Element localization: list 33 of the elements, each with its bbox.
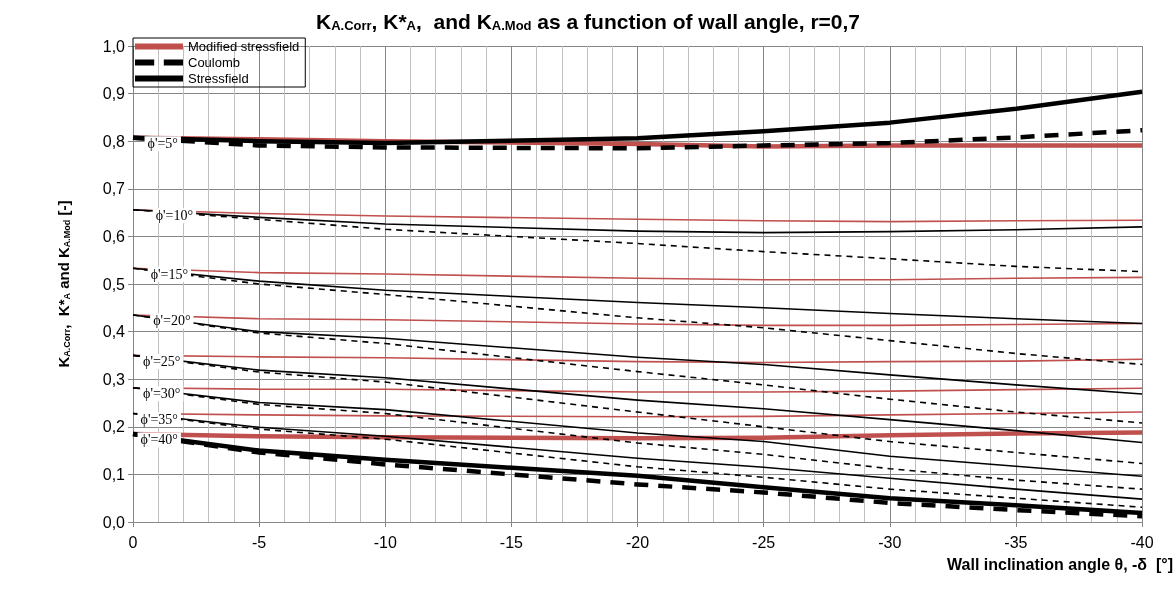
x-tick-label: -30 xyxy=(878,533,902,551)
x-tick-label: -25 xyxy=(752,533,776,551)
y-tick-label: 0,9 xyxy=(102,85,126,103)
y-tick-label: 0,4 xyxy=(102,323,126,341)
y-tick-label: 0,3 xyxy=(102,370,126,388)
x-tick-label: -20 xyxy=(625,533,650,551)
x-tick-label: 0 xyxy=(128,533,138,551)
legend-label: Coulomb xyxy=(188,55,241,70)
annotation: ϕ'=15° xyxy=(150,266,189,282)
annotation: ϕ'=30° xyxy=(143,386,181,402)
annotation: ϕ'=10° xyxy=(155,208,194,224)
y-tick-label: 0,8 xyxy=(102,132,126,150)
x-tick-label: -5 xyxy=(252,533,267,551)
y-tick-label: 0,2 xyxy=(102,418,126,436)
x-axis-title: Wall inclination angle θ, -δ [°] xyxy=(947,555,1173,573)
x-tick-label: -40 xyxy=(1130,533,1154,551)
x-tick-label: -10 xyxy=(373,533,397,551)
annotation: ϕ'=25° xyxy=(143,353,181,369)
legend-label: Stressfield xyxy=(188,71,249,86)
y-tick-label: 0,5 xyxy=(102,275,126,293)
legend-label: Modified stressfield xyxy=(188,39,300,54)
chart-title: KA.Corr, K*A, and KA.Mod as a function of wall angle, r=0,7 xyxy=(315,10,861,33)
annotation: ϕ'=35° xyxy=(140,411,178,427)
y-tick-label: 0,6 xyxy=(102,227,126,245)
y-tick-label: 0,0 xyxy=(102,513,126,531)
annotation: ϕ'=5° xyxy=(147,136,178,152)
x-tick-label: -35 xyxy=(1004,533,1028,551)
x-tick-label: -15 xyxy=(499,533,524,551)
y-tick-label: 0,1 xyxy=(102,465,126,483)
annotation: ϕ'=40° xyxy=(140,432,178,448)
y-tick-label: 0,7 xyxy=(102,180,126,198)
y-tick-label: 1,0 xyxy=(102,37,126,55)
annotation: ϕ'=20° xyxy=(153,313,191,329)
